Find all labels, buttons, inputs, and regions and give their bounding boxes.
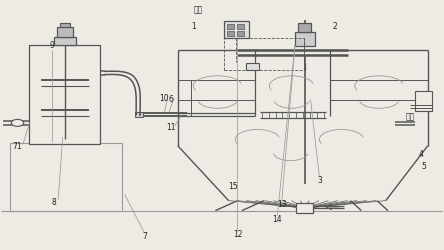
Bar <box>237 25 244 30</box>
Text: 4: 4 <box>419 149 424 158</box>
Text: 8: 8 <box>52 198 56 206</box>
Bar <box>298 24 311 33</box>
Text: 排出: 排出 <box>194 5 203 14</box>
Text: 6: 6 <box>169 94 174 104</box>
Text: 1: 1 <box>191 22 196 31</box>
Bar <box>224 22 249 39</box>
Text: 14: 14 <box>273 214 282 223</box>
Text: 11: 11 <box>166 123 176 132</box>
Bar <box>295 33 314 47</box>
Text: 15: 15 <box>228 182 238 190</box>
Bar <box>59 24 70 28</box>
Bar <box>237 32 244 37</box>
Text: 5: 5 <box>421 162 426 170</box>
Bar <box>296 203 313 213</box>
Bar <box>135 112 143 117</box>
Text: 3: 3 <box>317 175 322 184</box>
Text: 排泥: 排泥 <box>405 112 415 121</box>
Text: 10: 10 <box>160 93 169 102</box>
Bar <box>415 92 432 111</box>
Bar <box>54 38 76 46</box>
Circle shape <box>11 120 24 127</box>
Text: 71: 71 <box>13 142 22 150</box>
Bar <box>29 46 100 145</box>
Text: 9: 9 <box>49 41 54 50</box>
Bar <box>246 63 259 70</box>
Text: 2: 2 <box>333 22 337 31</box>
Text: 7: 7 <box>142 231 147 240</box>
Bar <box>227 32 234 37</box>
Bar <box>10 144 123 211</box>
Bar <box>227 25 234 30</box>
Text: 13: 13 <box>277 199 286 208</box>
Text: 12: 12 <box>233 229 242 238</box>
Bar <box>57 28 73 38</box>
